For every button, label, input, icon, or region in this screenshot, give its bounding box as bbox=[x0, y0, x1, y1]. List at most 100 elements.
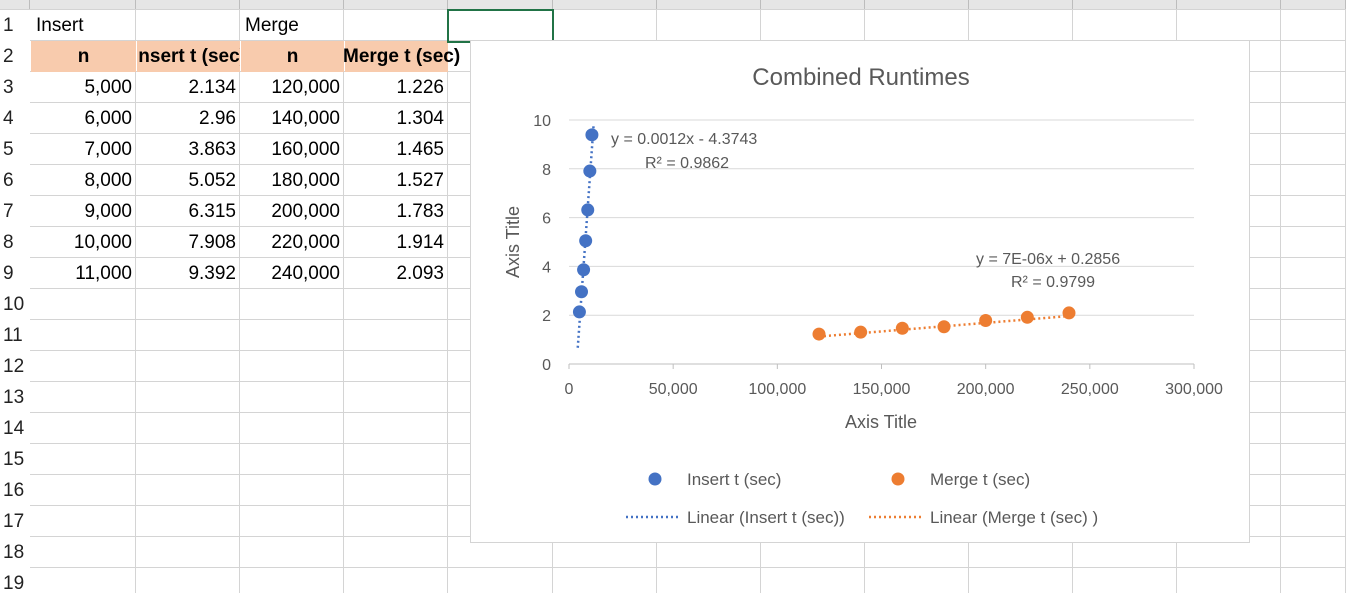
row-header[interactable]: 1 bbox=[0, 10, 30, 41]
column-header[interactable] bbox=[1073, 0, 1177, 10]
row-header[interactable]: 11 bbox=[0, 320, 30, 351]
cell-merge-t[interactable]: 1.465 bbox=[396, 139, 444, 160]
row-header[interactable]: 2 bbox=[0, 41, 30, 72]
cell-merge-t[interactable]: 1.527 bbox=[396, 170, 444, 191]
data-point-insert bbox=[572, 305, 586, 319]
row-header[interactable]: 17 bbox=[0, 506, 30, 537]
cell-n-merge[interactable]: 220,000 bbox=[271, 232, 340, 253]
data-point-merge bbox=[979, 313, 993, 327]
header-cell-merge-t[interactable]: Merge t (sec) bbox=[343, 41, 460, 72]
data-point-merge bbox=[895, 321, 909, 335]
column-header[interactable] bbox=[969, 0, 1073, 10]
y-axis-title: Axis Title bbox=[503, 206, 523, 278]
trendline-r2-merge: R² = 0.9799 bbox=[1011, 274, 1095, 291]
cell-insert-t[interactable]: 2.134 bbox=[188, 77, 236, 98]
cell-n-insert[interactable]: 8,000 bbox=[84, 170, 132, 191]
x-axis-title: Axis Title bbox=[845, 412, 917, 432]
row-header[interactable]: 3 bbox=[0, 72, 30, 103]
cell-n-merge[interactable]: 120,000 bbox=[271, 77, 340, 98]
column-header[interactable] bbox=[657, 0, 761, 10]
cell-merge-t[interactable]: 1.783 bbox=[396, 201, 444, 222]
cell-insert-t[interactable]: 2.96 bbox=[199, 108, 236, 129]
cell-insert-t[interactable]: 3.863 bbox=[188, 139, 236, 160]
column-header[interactable] bbox=[448, 0, 553, 10]
cell-merge-t[interactable]: 1.914 bbox=[396, 232, 444, 253]
cell-n-insert[interactable]: 10,000 bbox=[73, 232, 132, 253]
row-header[interactable]: 16 bbox=[0, 475, 30, 506]
cell-merge-t[interactable]: 1.304 bbox=[396, 108, 444, 129]
row-header[interactable]: 14 bbox=[0, 413, 30, 444]
column-header[interactable] bbox=[761, 0, 865, 10]
header-cell-n-merge[interactable]: n bbox=[241, 41, 344, 72]
cell-insert-t[interactable]: 9.392 bbox=[188, 263, 236, 284]
cell-n-insert[interactable]: 11,000 bbox=[75, 263, 132, 284]
header-cell-insert-t[interactable]: Insert t (sec) bbox=[137, 41, 240, 72]
data-point-insert bbox=[583, 164, 597, 178]
cell-n-insert[interactable]: 7,000 bbox=[84, 139, 132, 160]
row-header[interactable]: 19 bbox=[0, 568, 30, 599]
row-header[interactable]: 12 bbox=[0, 351, 30, 382]
trendline-r2-insert: R² = 0.9862 bbox=[645, 155, 729, 172]
selected-cell[interactable] bbox=[447, 9, 554, 43]
x-tick-label: 0 bbox=[565, 381, 574, 398]
legend-label-linear-insert: Linear (Insert t (sec)) bbox=[687, 508, 845, 527]
cell-n-merge[interactable]: 140,000 bbox=[271, 108, 340, 129]
row-header[interactable]: 8 bbox=[0, 227, 30, 258]
data-point-insert bbox=[577, 263, 591, 277]
x-tick-label: 100,000 bbox=[748, 381, 806, 398]
cell-n-insert[interactable]: 6,000 bbox=[84, 108, 132, 129]
column-header[interactable] bbox=[1177, 0, 1281, 10]
y-tick-label: 6 bbox=[542, 211, 551, 228]
select-all-corner[interactable] bbox=[0, 0, 30, 10]
cell-n-merge[interactable]: 180,000 bbox=[271, 170, 340, 191]
row-header[interactable]: 7 bbox=[0, 196, 30, 227]
trendline-equation-insert: y = 0.0012x - 4.3743 bbox=[611, 131, 757, 148]
x-tick-label: 250,000 bbox=[1061, 381, 1119, 398]
cell-a1[interactable]: Insert bbox=[36, 15, 84, 36]
data-point-insert bbox=[579, 234, 593, 248]
legend-marker-insert bbox=[648, 472, 662, 486]
row-header[interactable]: 4 bbox=[0, 103, 30, 134]
legend-label-merge: Merge t (sec) bbox=[930, 470, 1030, 489]
data-point-insert bbox=[581, 203, 595, 217]
data-point-merge bbox=[1020, 310, 1034, 324]
chart-title: Combined Runtimes bbox=[752, 64, 969, 91]
x-tick-label: 50,000 bbox=[649, 381, 698, 398]
cell-insert-t[interactable]: 5.052 bbox=[188, 170, 236, 191]
cell-merge-t[interactable]: 2.093 bbox=[396, 263, 444, 284]
cell-merge-t[interactable]: 1.226 bbox=[396, 77, 444, 98]
row-header[interactable]: 6 bbox=[0, 165, 30, 196]
data-point-insert bbox=[585, 128, 599, 142]
data-point-merge bbox=[854, 325, 868, 339]
column-header[interactable] bbox=[136, 0, 240, 10]
row-header[interactable]: 13 bbox=[0, 382, 30, 413]
legend-label-linear-merge: Linear (Merge t (sec) ) bbox=[930, 508, 1098, 527]
cell-n-merge[interactable]: 240,000 bbox=[271, 263, 340, 284]
legend-marker-merge bbox=[891, 472, 905, 486]
column-header[interactable] bbox=[553, 0, 657, 10]
header-cell-n-insert[interactable]: n bbox=[31, 41, 136, 72]
row-header[interactable]: 10 bbox=[0, 289, 30, 320]
row-header[interactable]: 15 bbox=[0, 444, 30, 475]
cell-c1[interactable]: Merge bbox=[245, 15, 299, 36]
x-tick-label: 200,000 bbox=[957, 381, 1015, 398]
cell-n-insert[interactable]: 9,000 bbox=[84, 201, 132, 222]
column-header[interactable] bbox=[344, 0, 448, 10]
cell-n-insert[interactable]: 5,000 bbox=[84, 77, 132, 98]
y-tick-label: 2 bbox=[542, 308, 551, 325]
x-tick-label: 150,000 bbox=[853, 381, 911, 398]
y-tick-label: 8 bbox=[542, 162, 551, 179]
data-point-merge bbox=[1062, 306, 1076, 320]
row-header[interactable]: 18 bbox=[0, 537, 30, 568]
y-tick-label: 4 bbox=[542, 259, 551, 276]
chart-combined-runtimes[interactable]: Combined Runtimes 0 2 4 6 8 10 0 50,000 100,000 15… bbox=[470, 40, 1250, 543]
column-header[interactable] bbox=[30, 0, 136, 10]
cell-insert-t[interactable]: 7.908 bbox=[188, 232, 236, 253]
row-header[interactable]: 5 bbox=[0, 134, 30, 165]
column-header[interactable] bbox=[865, 0, 969, 10]
cell-insert-t[interactable]: 6.315 bbox=[188, 201, 236, 222]
cell-n-merge[interactable]: 200,000 bbox=[271, 201, 340, 222]
column-header[interactable] bbox=[240, 0, 344, 10]
row-header[interactable]: 9 bbox=[0, 258, 30, 289]
cell-n-merge[interactable]: 160,000 bbox=[271, 139, 340, 160]
